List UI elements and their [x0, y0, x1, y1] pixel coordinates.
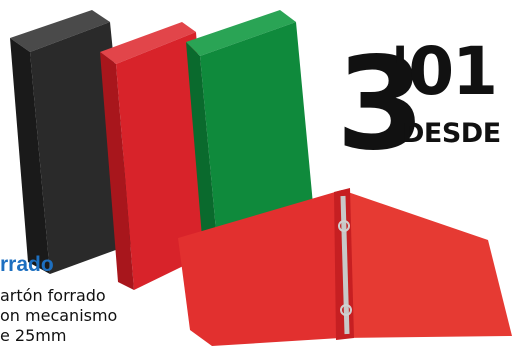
price-tag: 3 '01 DESDE: [336, 30, 516, 180]
description-line: artón forrado: [0, 286, 106, 305]
price-integer: 3: [336, 30, 425, 179]
price-label: DESDE: [402, 118, 501, 149]
red-binder: [100, 22, 212, 290]
price-decimal: '01: [390, 33, 498, 110]
description-line: on mecanismo: [0, 306, 118, 325]
open-red-binder: [178, 188, 512, 346]
description-line: e 25mm: [0, 326, 67, 345]
product-description: artón forrado on mecanismo e 25mm: [0, 286, 117, 346]
product-title: rrado: [0, 253, 54, 276]
